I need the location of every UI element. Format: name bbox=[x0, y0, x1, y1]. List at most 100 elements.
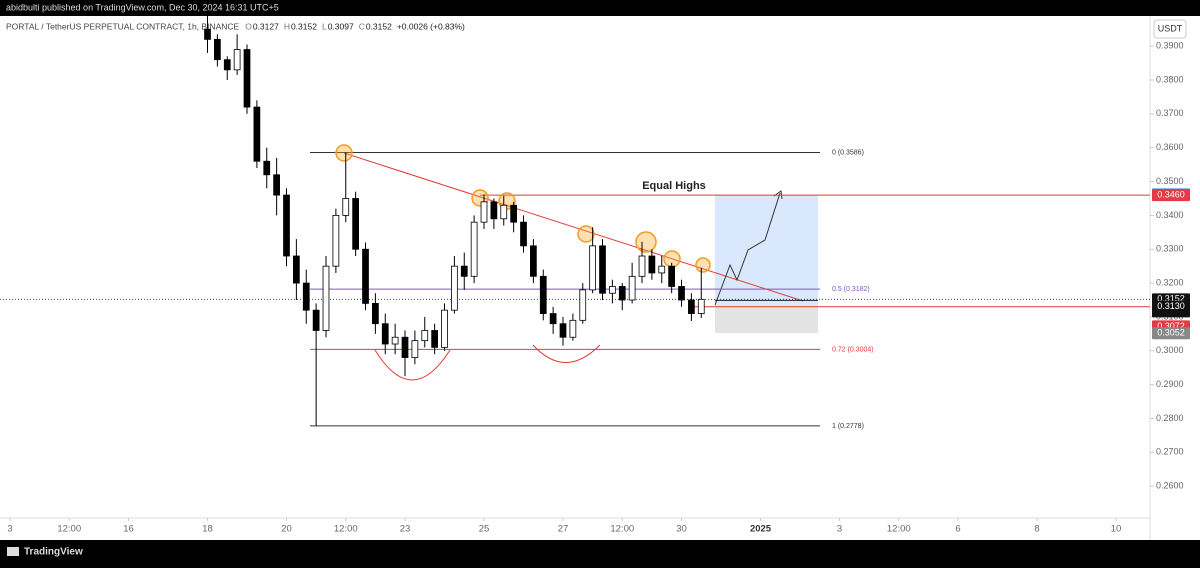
x-tick-label: 27 bbox=[558, 524, 569, 535]
candle-body bbox=[273, 174, 280, 196]
y-tick-label: 0.3600 bbox=[1156, 142, 1184, 152]
y-tick-label: 0.3800 bbox=[1156, 74, 1184, 84]
candle-body bbox=[214, 38, 221, 61]
currency-box bbox=[1153, 19, 1187, 39]
x-tick-label: 30 bbox=[676, 524, 687, 535]
candle-body bbox=[490, 201, 498, 220]
candle-body bbox=[500, 204, 508, 220]
currency: USDT bbox=[1158, 23, 1183, 33]
price-label-box bbox=[1152, 300, 1190, 313]
y-tick-label: 0.2800 bbox=[1156, 413, 1184, 423]
price-label: 0.3460 bbox=[1157, 189, 1185, 199]
candle-body bbox=[678, 286, 685, 301]
x-tick-label: 12:00 bbox=[334, 524, 358, 535]
x-tick-label: 3 bbox=[837, 524, 842, 535]
symbol: PORTAL / TetherUS PERPETUAL CONTRACT, 1h… bbox=[6, 21, 240, 31]
x-tick-label: 18 bbox=[202, 524, 213, 535]
candle-body bbox=[579, 289, 587, 321]
price-label-box bbox=[1152, 327, 1190, 340]
price-label: 0.3052 bbox=[1157, 328, 1185, 338]
y-tick-label: 0.3900 bbox=[1156, 41, 1184, 51]
candle-body bbox=[648, 255, 656, 274]
fib-label: 0.72 (0.3004) bbox=[832, 346, 874, 353]
x-tick-label: 6 bbox=[955, 524, 960, 535]
stop-zone bbox=[715, 306, 818, 333]
candle-body bbox=[332, 214, 340, 267]
ohlc-key: C bbox=[359, 21, 365, 31]
candle-body bbox=[362, 248, 369, 304]
header-bar bbox=[0, 0, 1200, 16]
fib-label: 0 (0.3586) bbox=[832, 149, 864, 156]
candle-body bbox=[460, 265, 468, 277]
footer-bar bbox=[0, 540, 1200, 563]
candle-body bbox=[372, 303, 379, 325]
candle-body bbox=[352, 198, 359, 250]
candle-body bbox=[618, 286, 626, 301]
y-tick-label: 0.3300 bbox=[1156, 244, 1184, 254]
x-tick-label: 8 bbox=[1034, 524, 1039, 535]
high-circle bbox=[695, 257, 711, 273]
candle-body bbox=[451, 265, 458, 311]
candle-body bbox=[431, 330, 438, 348]
candle-body bbox=[638, 255, 646, 277]
candle-body bbox=[441, 309, 448, 348]
x-tick-label: 12:00 bbox=[887, 524, 911, 535]
price-label: 0.3152 bbox=[1157, 294, 1185, 304]
ohlc-value: 0.3127 bbox=[253, 21, 279, 31]
price-label: 0.3072 bbox=[1157, 321, 1185, 331]
footer-text: TradingView bbox=[24, 547, 83, 558]
x-tick-label: 3 bbox=[7, 524, 12, 535]
candle-body bbox=[530, 245, 537, 277]
candle-body bbox=[480, 201, 488, 223]
x-tick-label: 20 bbox=[281, 524, 292, 535]
candle-body bbox=[223, 59, 231, 71]
annotation: Equal Highs bbox=[642, 180, 706, 192]
y-tick-label: 0.2900 bbox=[1156, 379, 1184, 389]
candle-body bbox=[263, 160, 271, 176]
candle-body bbox=[283, 194, 290, 257]
candle-body bbox=[381, 323, 389, 345]
candle-body bbox=[322, 265, 330, 331]
trendline bbox=[343, 152, 804, 302]
price-label-box bbox=[1152, 189, 1190, 202]
drawings: 0 (0.3586) 0.5 (0.3182) 0.72 (0.3004) 1 (0.… bbox=[310, 149, 1150, 430]
candle-body bbox=[510, 204, 517, 223]
candle-body bbox=[688, 299, 695, 314]
y-tick-label: 0.3200 bbox=[1156, 277, 1184, 287]
candle-body bbox=[411, 340, 419, 358]
y-tick-label: 0.2700 bbox=[1156, 447, 1184, 457]
curve-2 bbox=[532, 344, 601, 363]
x-tick-label: 16 bbox=[123, 524, 134, 535]
candle-body bbox=[589, 245, 596, 291]
candle-body bbox=[421, 330, 429, 342]
candle-body bbox=[520, 221, 527, 247]
change: +0.0026 (+0.83%) bbox=[397, 21, 465, 31]
y-tick-label: 0.3700 bbox=[1156, 108, 1184, 118]
candle-body bbox=[233, 49, 241, 71]
candle-body bbox=[204, 28, 211, 40]
ohlc-key: L bbox=[322, 21, 327, 31]
ohlc-value: 0.3152 bbox=[366, 21, 392, 31]
candle-body bbox=[243, 49, 251, 108]
candle-body bbox=[539, 275, 547, 314]
highs-circles bbox=[335, 144, 711, 273]
ohlc-key: O bbox=[245, 21, 252, 31]
candle-body bbox=[470, 221, 478, 277]
arrow-head bbox=[773, 190, 783, 200]
candle-body bbox=[668, 265, 676, 287]
high-circle bbox=[577, 225, 595, 243]
target-zone bbox=[715, 195, 818, 306]
price-label: 0.3130 bbox=[1157, 301, 1185, 311]
y-tick-label: 0.3400 bbox=[1156, 210, 1184, 220]
candle-body bbox=[549, 313, 557, 325]
high-circle bbox=[335, 144, 353, 162]
candle-body bbox=[599, 245, 606, 294]
candle-body bbox=[253, 106, 261, 162]
candle-body bbox=[342, 198, 350, 216]
candle-body bbox=[312, 309, 320, 331]
curve-1 bbox=[374, 349, 451, 381]
x-tick-label: 23 bbox=[400, 524, 411, 535]
candle-body bbox=[293, 255, 300, 284]
